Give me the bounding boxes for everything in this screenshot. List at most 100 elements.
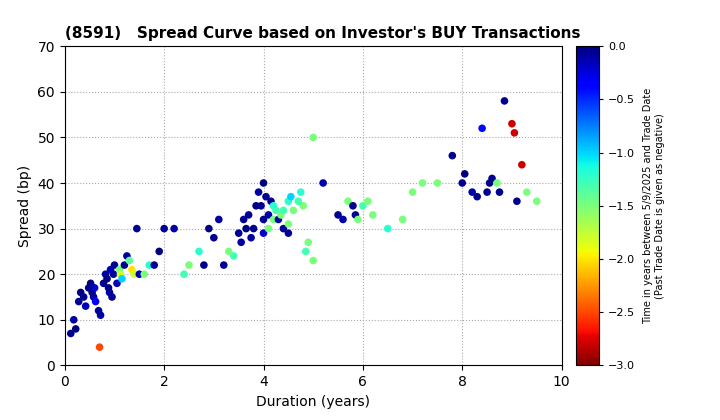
Point <box>111 280 122 287</box>
Point <box>467 189 478 195</box>
Text: (8591)   Spread Curve based on Investor's BUY Transactions: (8591) Spread Curve based on Investor's … <box>65 26 580 41</box>
Point <box>238 216 249 223</box>
Point <box>95 312 107 319</box>
Point <box>302 239 314 246</box>
Point <box>459 171 470 177</box>
Point <box>307 257 319 264</box>
Point <box>260 193 271 200</box>
Point <box>183 262 194 268</box>
Point <box>352 216 364 223</box>
Point <box>134 271 145 278</box>
Point <box>98 280 109 287</box>
Point <box>367 212 379 218</box>
Point <box>350 212 361 218</box>
Point <box>143 262 155 268</box>
Point <box>223 248 235 255</box>
Point <box>268 202 279 209</box>
Point <box>516 161 528 168</box>
Point <box>114 266 125 273</box>
Point <box>511 198 523 205</box>
Point <box>263 212 274 218</box>
Point <box>258 216 269 223</box>
Point <box>114 271 126 278</box>
Y-axis label: Time in years between 5/9/2025 and Trade Date
(Past Trade Date is given as negat: Time in years between 5/9/2025 and Trade… <box>644 88 665 324</box>
Point <box>179 271 190 278</box>
Point <box>93 307 104 314</box>
Point <box>138 271 150 278</box>
Point <box>499 97 510 104</box>
Point <box>94 344 105 351</box>
Point <box>347 202 359 209</box>
Point <box>307 134 319 141</box>
Point <box>318 180 329 186</box>
Point <box>129 271 140 278</box>
Point <box>73 298 84 305</box>
Point <box>472 193 483 200</box>
Point <box>90 298 102 305</box>
Point <box>362 198 374 205</box>
Point <box>282 198 294 205</box>
Point <box>278 207 289 214</box>
Point <box>80 303 91 310</box>
Point <box>486 175 498 182</box>
Point <box>218 262 230 268</box>
Point <box>158 225 170 232</box>
Point <box>68 316 79 323</box>
Point <box>278 225 289 232</box>
Point <box>126 266 138 273</box>
Point <box>153 248 165 255</box>
Point <box>270 207 282 214</box>
Point <box>477 125 488 131</box>
Point <box>300 248 312 255</box>
Point <box>382 225 393 232</box>
Point <box>531 198 542 205</box>
Point <box>456 180 468 186</box>
Point <box>265 198 276 205</box>
Point <box>337 216 348 223</box>
Point <box>88 294 99 300</box>
Point <box>119 262 130 268</box>
Point <box>108 271 120 278</box>
Point <box>506 121 518 127</box>
X-axis label: Duration (years): Duration (years) <box>256 395 370 409</box>
Point <box>65 330 76 337</box>
Point <box>407 189 418 195</box>
Point <box>282 220 294 227</box>
Point <box>484 180 495 186</box>
Point <box>287 207 299 214</box>
Point <box>121 252 132 259</box>
Point <box>213 216 225 223</box>
Point <box>273 216 284 223</box>
Point <box>263 225 274 232</box>
Point <box>295 189 307 195</box>
Point <box>282 230 294 236</box>
Point <box>297 202 309 209</box>
Point <box>70 326 81 332</box>
Point <box>246 234 257 241</box>
Point <box>103 284 114 291</box>
Point <box>357 202 369 209</box>
Point <box>203 225 215 232</box>
Point <box>248 225 259 232</box>
Point <box>198 262 210 268</box>
Point <box>258 230 269 236</box>
Point <box>148 262 160 268</box>
Point <box>102 276 113 282</box>
Point <box>491 180 503 186</box>
Point <box>89 284 100 291</box>
Y-axis label: Spread (bp): Spread (bp) <box>18 165 32 247</box>
Point <box>109 262 120 268</box>
Point <box>168 225 180 232</box>
Point <box>240 225 252 232</box>
Point <box>104 266 116 273</box>
Point <box>417 180 428 186</box>
Point <box>83 284 94 291</box>
Point <box>332 212 344 218</box>
Point <box>116 276 127 282</box>
Point <box>78 294 89 300</box>
Point <box>235 239 247 246</box>
Point <box>494 189 505 195</box>
Point <box>193 248 204 255</box>
Point <box>432 180 444 186</box>
Point <box>446 152 458 159</box>
